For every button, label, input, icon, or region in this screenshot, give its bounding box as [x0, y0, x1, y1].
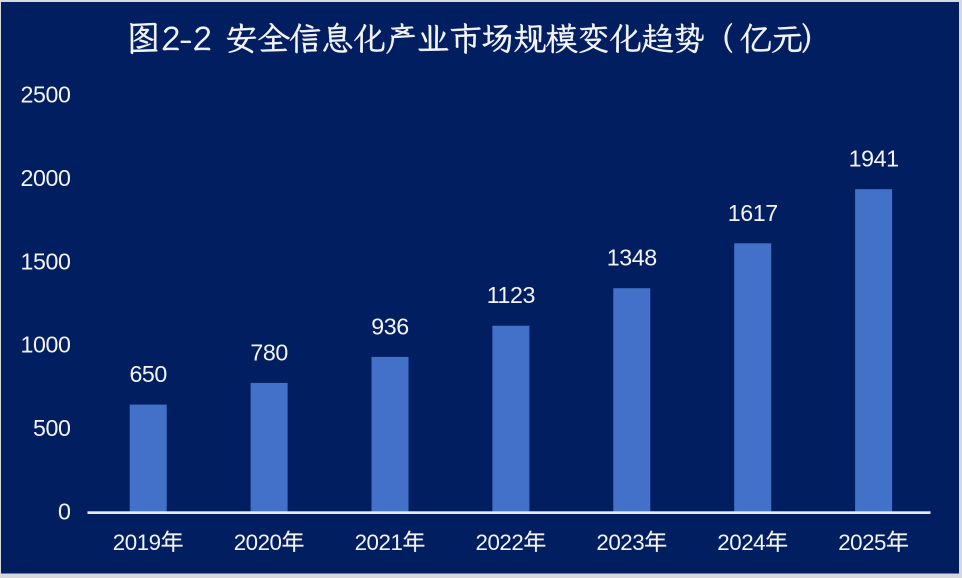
svg-text:2019: 2019 [113, 530, 161, 555]
svg-text:2500: 2500 [21, 82, 71, 108]
svg-text:1500: 1500 [21, 248, 71, 274]
svg-text:2020: 2020 [234, 530, 282, 555]
svg-text:2000: 2000 [21, 165, 71, 191]
svg-text:1123: 1123 [487, 282, 535, 308]
svg-text:1941: 1941 [849, 146, 899, 172]
svg-text:2022: 2022 [476, 530, 524, 555]
svg-text:0: 0 [58, 499, 71, 525]
svg-text:1000: 1000 [21, 332, 71, 358]
svg-text:2021: 2021 [355, 530, 403, 555]
svg-text:2025: 2025 [838, 530, 886, 555]
svg-text:2024: 2024 [717, 530, 765, 555]
svg-text:2023: 2023 [596, 530, 644, 555]
svg-text:1617: 1617 [728, 200, 778, 226]
svg-text:780: 780 [250, 339, 288, 365]
svg-text:1348: 1348 [607, 245, 657, 271]
svg-text:936: 936 [371, 313, 409, 339]
svg-text:650: 650 [129, 361, 167, 387]
svg-text:500: 500 [33, 415, 71, 441]
